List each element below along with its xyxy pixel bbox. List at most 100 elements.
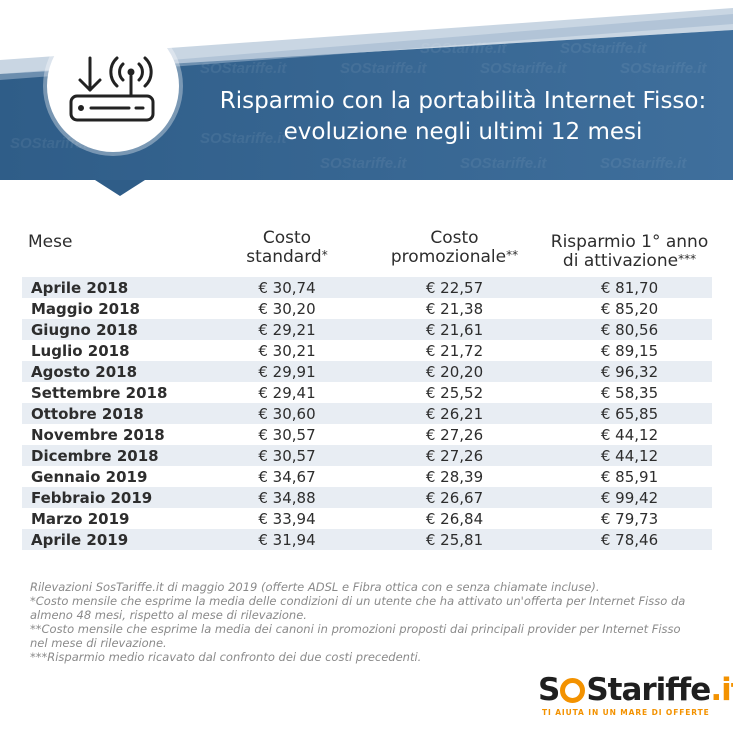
table-row: Dicembre 2018 € 30,57 € 27,26 € 44,12 <box>22 445 712 466</box>
logo-text: tariffe <box>607 672 712 708</box>
table-body: Aprile 2018 € 30,74 € 22,57 € 81,70 Maggio … <box>22 277 712 550</box>
table-row: Giugno 2018 € 29,21 € 21,61 € 80,56 <box>22 319 712 340</box>
cell-costo-promozionale: € 26,21 <box>425 404 484 423</box>
column-header-line: promozionale** <box>372 248 537 267</box>
cell-risparmio: € 44,12 <box>600 446 659 465</box>
table-row: Febbraio 2019 € 34,88 € 26,67 € 99,42 <box>22 487 712 508</box>
cell-mese: Settembre 2018 <box>31 383 168 402</box>
table-row: Marzo 2019 € 33,94 € 26,84 € 79,73 <box>22 508 712 529</box>
column-header-line: Risparmio 1° anno <box>550 232 709 252</box>
column-header-text: promozionale <box>390 247 507 267</box>
cell-costo-standard: € 30,60 <box>258 404 316 423</box>
cell-mese: Giugno 2018 <box>31 320 138 339</box>
cell-costo-standard: € 30,21 <box>258 341 316 360</box>
cell-risparmio: € 85,91 <box>600 467 659 486</box>
column-header-risparmio: Risparmio 1° anno di attivazione*** <box>542 233 717 271</box>
footnote-mark: * <box>321 248 328 262</box>
cell-costo-promozionale: € 21,61 <box>425 320 484 339</box>
cell-costo-promozionale: € 26,67 <box>425 488 484 507</box>
cell-costo-promozionale: € 21,72 <box>425 341 484 360</box>
cell-costo-promozionale: € 22,57 <box>425 278 484 297</box>
column-header-text: standard <box>246 247 322 267</box>
cell-mese: Dicembre 2018 <box>31 446 159 465</box>
logo-domain: .it <box>710 672 733 708</box>
cell-costo-standard: € 30,74 <box>258 278 316 297</box>
cell-mese: Maggio 2018 <box>31 299 140 318</box>
cell-costo-promozionale: € 27,26 <box>425 425 484 444</box>
table-row: Aprile 2018 € 30,74 € 22,57 € 81,70 <box>22 277 712 298</box>
cell-costo-promozionale: € 26,84 <box>425 509 484 528</box>
column-header-mese: Mese <box>28 232 73 252</box>
footnote-mark: ** <box>506 248 519 262</box>
cell-risparmio: € 96,32 <box>600 362 659 381</box>
cell-costo-standard: € 34,67 <box>258 467 316 486</box>
logo-letter: S <box>538 672 560 708</box>
footnote-source: Rilevazioni SosTariffe.it di maggio 2019… <box>30 580 600 594</box>
logo-letter: S <box>586 672 608 708</box>
footnote-promo: **Costo mensile che esprime la media dei… <box>30 622 681 650</box>
table-row: Settembre 2018 € 29,41 € 25,52 € 58,35 <box>22 382 712 403</box>
cell-mese: Aprile 2019 <box>31 530 129 549</box>
table-row: Gennaio 2019 € 34,67 € 28,39 € 85,91 <box>22 466 712 487</box>
cell-risparmio: € 44,12 <box>600 425 659 444</box>
table-row: Aprile 2019 € 31,94 € 25,81 € 78,46 <box>22 529 712 550</box>
savings-table: Mese Costo standard* Costo promozionale*… <box>22 222 712 550</box>
cell-costo-standard: € 30,57 <box>258 425 316 444</box>
cell-costo-standard: € 33,94 <box>258 509 316 528</box>
title-line-2: evoluzione negli ultimi 12 mesi <box>283 119 643 145</box>
table-row: Novembre 2018 € 30,57 € 27,26 € 44,12 <box>22 424 712 445</box>
cell-risparmio: € 99,42 <box>600 488 659 507</box>
footnote-risparmio: ***Risparmio medio ricavato dal confront… <box>30 650 422 664</box>
cell-costo-standard: € 29,21 <box>258 320 316 339</box>
cell-mese: Gennaio 2019 <box>31 467 148 486</box>
cell-costo-standard: € 30,57 <box>258 446 316 465</box>
cell-costo-standard: € 31,94 <box>258 530 316 549</box>
lifebuoy-icon <box>560 678 586 703</box>
table-row: Ottobre 2018 € 30,60 € 26,21 € 65,85 <box>22 403 712 424</box>
cell-costo-promozionale: € 25,81 <box>425 530 484 549</box>
cell-mese: Marzo 2019 <box>31 509 130 528</box>
router-icon-circle <box>47 20 179 152</box>
cell-risparmio: € 58,35 <box>600 383 659 402</box>
column-header-line: Costo <box>262 228 312 248</box>
cell-costo-promozionale: € 21,38 <box>425 299 484 318</box>
footnotes: Rilevazioni SosTariffe.it di maggio 2019… <box>30 580 690 664</box>
cell-costo-standard: € 30,20 <box>258 299 316 318</box>
table-header: Mese Costo standard* Costo promozionale*… <box>22 222 712 277</box>
cell-risparmio: € 78,46 <box>600 530 659 549</box>
header-background <box>0 0 733 196</box>
column-header-text: di attivazione <box>562 251 679 271</box>
cell-risparmio: € 80,56 <box>600 320 659 339</box>
cell-costo-promozionale: € 28,39 <box>425 467 484 486</box>
table-row: Luglio 2018 € 30,21 € 21,72 € 89,15 <box>22 340 712 361</box>
cell-costo-promozionale: € 20,20 <box>425 362 484 381</box>
column-header-line: standard* <box>222 248 352 267</box>
logo-tagline: TI AIUTA IN UN MARE DI OFFERTE <box>542 708 710 717</box>
title-line-1: Risparmio con la portabilità Internet Fi… <box>219 88 707 114</box>
cell-costo-standard: € 34,88 <box>258 488 316 507</box>
cell-risparmio: € 89,15 <box>600 341 659 360</box>
cell-risparmio: € 79,73 <box>600 509 659 528</box>
column-header-line: Costo <box>430 228 479 248</box>
footnote-mark: *** <box>678 252 697 266</box>
cell-mese: Aprile 2018 <box>31 278 129 297</box>
router-download-icon <box>69 56 155 122</box>
header-banner: SOStariffe.it SOStariffe.it SOStariffe.i… <box>0 0 733 200</box>
cell-costo-standard: € 29,91 <box>258 362 316 381</box>
cell-costo-promozionale: € 27,26 <box>425 446 484 465</box>
column-header-line: di attivazione*** <box>542 252 717 271</box>
cell-risparmio: € 81,70 <box>600 278 659 297</box>
cell-risparmio: € 65,85 <box>600 404 659 423</box>
cell-costo-standard: € 29,41 <box>258 383 316 402</box>
cell-mese: Luglio 2018 <box>31 341 130 360</box>
footnote-standard: *Costo mensile che esprime la media dell… <box>30 594 686 622</box>
cell-costo-promozionale: € 25,52 <box>425 383 484 402</box>
cell-risparmio: € 85,20 <box>600 299 659 318</box>
column-header-costo-standard: Costo standard* <box>222 229 352 267</box>
cell-mese: Febbraio 2019 <box>31 488 153 507</box>
table-row: Maggio 2018 € 30,20 € 21,38 € 85,20 <box>22 298 712 319</box>
cell-mese: Ottobre 2018 <box>31 404 144 423</box>
cell-mese: Agosto 2018 <box>31 362 138 381</box>
page-title: Risparmio con la portabilità Internet Fi… <box>208 86 718 148</box>
